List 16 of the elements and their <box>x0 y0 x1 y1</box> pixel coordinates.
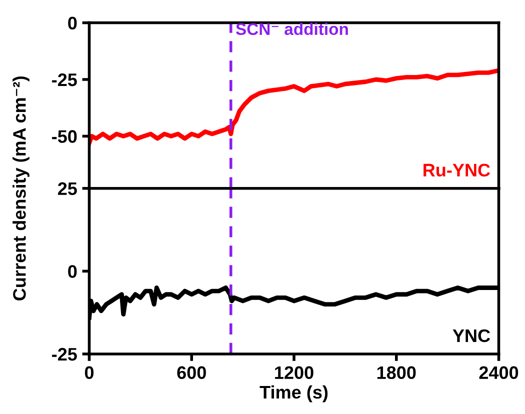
y-tick-label: 0 <box>68 265 77 278</box>
text: YNC <box>452 329 490 342</box>
x-tick-label: 1200 <box>275 366 314 380</box>
x-tick-label: 600 <box>177 366 206 380</box>
y-tick-label: 0 <box>68 16 77 30</box>
ref-line-label: SCN⁻ addition <box>236 22 348 36</box>
y-tick-label: 25 <box>58 182 77 196</box>
x-tick-label: 2400 <box>479 366 518 380</box>
text: Ru-YNC <box>424 164 490 177</box>
x-tick-label: 0 <box>84 366 94 380</box>
y-tick-label: -50 <box>52 130 77 143</box>
y-axis-title: Current density (mA cm⁻²) <box>12 76 30 300</box>
x-tick-label: 1800 <box>377 366 416 380</box>
y-tick-label: -25 <box>52 73 77 86</box>
y-tick-label: -25 <box>52 348 77 361</box>
x-axis-title: Time (s) <box>260 385 328 402</box>
